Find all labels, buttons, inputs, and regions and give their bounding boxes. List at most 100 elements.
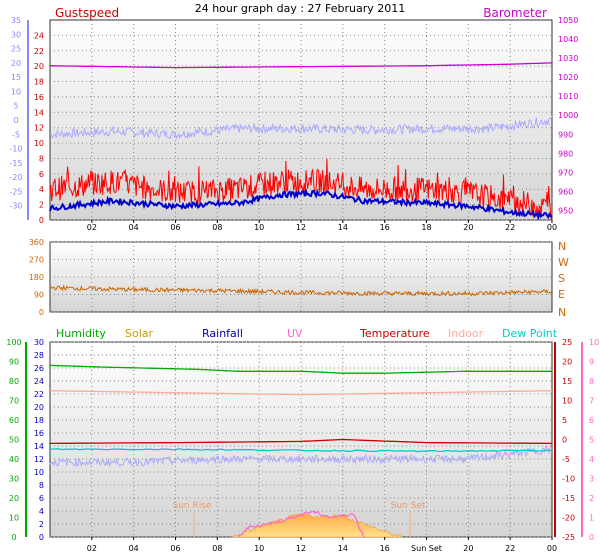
direction-tick-label: 180: [29, 273, 44, 282]
x-tick-label: 20: [463, 544, 473, 553]
direction-tick-label: 360: [29, 238, 44, 247]
gustspeed-label: Gustspeed: [55, 6, 119, 20]
gust-tick-label: 4: [39, 185, 44, 194]
temperature-tick-label: 10: [562, 397, 572, 406]
temperature-tick-label: 5: [562, 416, 567, 425]
gust-tick-label: 0: [39, 216, 44, 225]
barometer-label: Barometer: [483, 6, 547, 20]
uv-tick-label: 10: [589, 338, 599, 347]
rainfall-tick-label: 16: [34, 429, 44, 438]
gust-tick-label: 2: [39, 201, 44, 210]
wind-direction-series: [49, 284, 553, 297]
page-title: 24 hour graph day : 27 February 2011: [195, 2, 406, 15]
uv-tick-label: 7: [589, 397, 594, 406]
compass-s: S: [558, 272, 565, 285]
legend-indoor: Indoor: [448, 327, 484, 340]
rainfall-tick-label: 6: [39, 494, 44, 503]
rainfall-tick-label: 20: [34, 403, 44, 412]
temperature-tick-label: 25: [562, 338, 572, 347]
windchill-tick-label: 35: [11, 16, 21, 25]
barometer-tick-label: 1040: [558, 35, 578, 44]
wind-direction-panel: 360 270 180 90 0 N W S E N: [29, 238, 569, 319]
barometer-tick-label: 950: [558, 206, 573, 215]
temperature-tick-label: -15: [562, 494, 575, 503]
legend-solar: Solar: [125, 327, 154, 340]
windchill-tick-label: -30: [9, 202, 22, 211]
solar-area: [231, 512, 402, 538]
x-tick-label: 06: [170, 223, 180, 232]
temperature-tick-label: -5: [562, 455, 570, 464]
humidity-series: [49, 364, 552, 374]
gust-barometer-panel: Gustspeed Barometer 35302520151050-5-10-…: [9, 6, 578, 232]
humidity-tick-label: 40: [9, 455, 19, 464]
x-tick-label: 14: [338, 223, 348, 232]
x-tick-label: 14: [338, 544, 348, 553]
x-tick-label: 12: [296, 544, 306, 553]
rainfall-tick-label: 10: [34, 468, 44, 477]
rainfall-tick-label: 24: [34, 377, 44, 386]
gust-tick-label: 8: [39, 154, 44, 163]
windchill-tick-label: -15: [9, 159, 22, 168]
x-tick-label: 06: [170, 544, 180, 553]
humidity-temperature-panel: Sun Rise Sun Set 10090807060504030201003…: [6, 327, 599, 553]
gust-tick-label: 20: [34, 62, 44, 71]
barometer-tick-label: 960: [558, 187, 573, 196]
humidity-tick-label: 90: [9, 358, 19, 367]
x-tick-label: 00: [547, 223, 557, 232]
x-tick-label: 20: [463, 223, 473, 232]
rainfall-tick-label: 28: [34, 351, 44, 360]
x-tick-label: 22: [505, 223, 515, 232]
rainfall-tick-label: 22: [34, 390, 44, 399]
x-tick-label: 04: [129, 223, 139, 232]
gust-tick-label: 6: [39, 170, 44, 179]
gust-tick-label: 18: [34, 78, 44, 87]
windchill-tick-label: 5: [13, 102, 18, 111]
barometer-series: [49, 62, 553, 69]
rainfall-tick-label: 12: [34, 455, 44, 464]
rainfall-tick-label: 18: [34, 416, 44, 425]
uv-tick-label: 9: [589, 358, 594, 367]
rainfall-tick-label: 14: [34, 442, 44, 451]
legend-rainfall: Rainfall: [202, 327, 243, 340]
barometer-tick-label: 1030: [558, 54, 578, 63]
windchill-tick-label: -25: [9, 187, 22, 196]
x-tick-label: 10: [254, 544, 264, 553]
windchill-tick-label: 25: [11, 45, 21, 54]
humidity-tick-label: 100: [6, 338, 21, 347]
windchill-tick-label: 15: [11, 73, 21, 82]
humidity-tick-label: 70: [9, 397, 19, 406]
gust-tick-label: 24: [34, 31, 44, 40]
sunrise-label: Sun Rise: [173, 501, 212, 511]
humidity-tick-label: 30: [9, 475, 19, 484]
temperature-tick-label: -25: [562, 533, 575, 542]
humidity-tick-label: 50: [9, 436, 19, 445]
x-tick-label: 16: [380, 223, 390, 232]
windchill-series: [49, 115, 553, 140]
uv-series: [237, 510, 365, 539]
indoor-series: [50, 390, 552, 396]
x-tick-label: 12: [296, 223, 306, 232]
rainfall-tick-label: 0: [39, 533, 44, 542]
temperature-tick-label: -10: [562, 475, 575, 484]
compass-n-top: N: [558, 240, 566, 253]
humidity-tick-label: 20: [9, 494, 19, 503]
windchill-tick-label: -5: [12, 130, 20, 139]
x-tick-label: 16: [380, 544, 390, 553]
direction-panel-background: [49, 241, 553, 313]
humidity-tick-label: 10: [9, 514, 19, 523]
gust-tick-label: 12: [34, 124, 44, 133]
x-tick-label: 00: [547, 544, 557, 553]
windchill-tick-label: 0: [13, 116, 18, 125]
rainfall-tick-label: 2: [39, 520, 44, 529]
rainfall-tick-label: 26: [34, 364, 44, 373]
rainfall-tick-label: 8: [39, 481, 44, 490]
x-tick-label: 08: [212, 223, 222, 232]
barometer-tick-label: 1050: [558, 16, 578, 25]
x-tick-label: 18: [421, 223, 431, 232]
rainfall-tick-label: 30: [34, 338, 44, 347]
barometer-tick-label: 970: [558, 168, 573, 177]
uv-tick-label: 2: [589, 494, 594, 503]
temperature-tick-label: 0: [562, 436, 567, 445]
windchill-tick-label: -10: [9, 145, 22, 154]
